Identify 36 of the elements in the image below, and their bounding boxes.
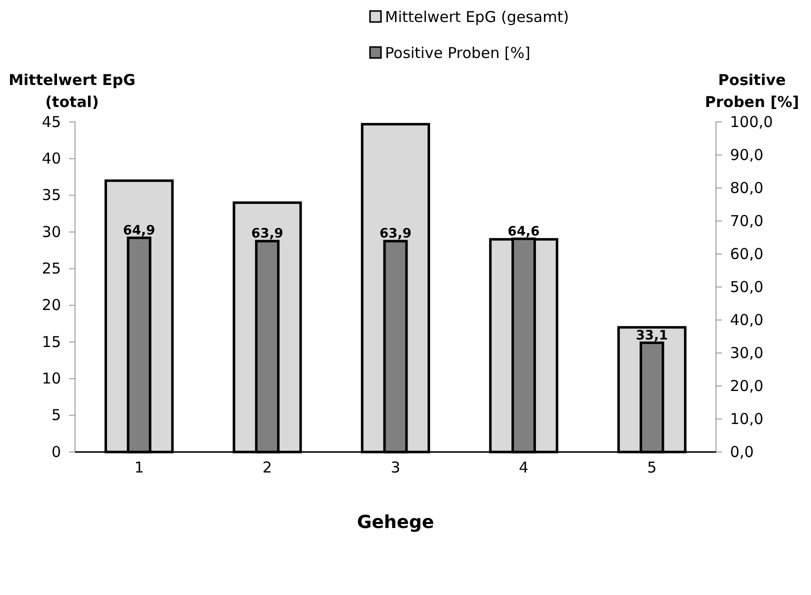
data-label: 63,9 (379, 226, 412, 242)
x-tick-label: 3 (390, 458, 400, 477)
x-axis-title: Gehege (356, 512, 434, 533)
data-label: 63,9 (251, 226, 284, 242)
y-tick-label: 20 (42, 296, 61, 314)
y-tick-label: 45 (42, 112, 61, 131)
y2-tick-label: 90,0 (730, 146, 764, 164)
y2-tick-label: 50,0 (730, 278, 764, 296)
y-axis-title: Mittelwert EpG (total) (8, 71, 136, 111)
y2-tick-label: 70,0 (730, 212, 764, 230)
y-tick-label: 35 (42, 186, 61, 204)
y-tick-label: 0 (51, 442, 61, 461)
y2-tick-label: 60,0 (730, 244, 764, 263)
data-label: 33,1 (636, 328, 668, 344)
x-tick-label: 2 (262, 458, 272, 477)
legend-label: Positive Proben [%] (385, 44, 530, 62)
y2-tick-label: 10,0 (730, 410, 764, 428)
y2-tick-label: 20,0 (730, 376, 764, 395)
legend-label: Mittelwert EpG (gesamt) (385, 8, 569, 26)
y-tick-label: 15 (42, 332, 61, 351)
data-label: 64,6 (508, 224, 540, 240)
y2-tick-label: 80,0 (730, 178, 764, 197)
y2-tick-label: 40,0 (730, 310, 764, 329)
y2-tick-label: 0,0 (730, 442, 754, 461)
y2-tick-label: 30,0 (730, 344, 764, 362)
y-tick-label: 5 (51, 406, 61, 424)
y-tick-label: 10 (42, 369, 61, 388)
y2-tick-label: 100,0 (730, 112, 773, 131)
x-tick-label: 4 (518, 458, 528, 477)
y-tick-label: 40 (42, 149, 61, 168)
y-tick-label: 30 (42, 222, 61, 241)
data-label: 64,9 (123, 223, 156, 238)
y-tick-label: 25 (42, 259, 61, 278)
y2-axis-title: Positive Proben [%] (704, 71, 800, 111)
x-tick-label: 5 (647, 458, 657, 477)
x-tick-label: 1 (134, 458, 144, 477)
